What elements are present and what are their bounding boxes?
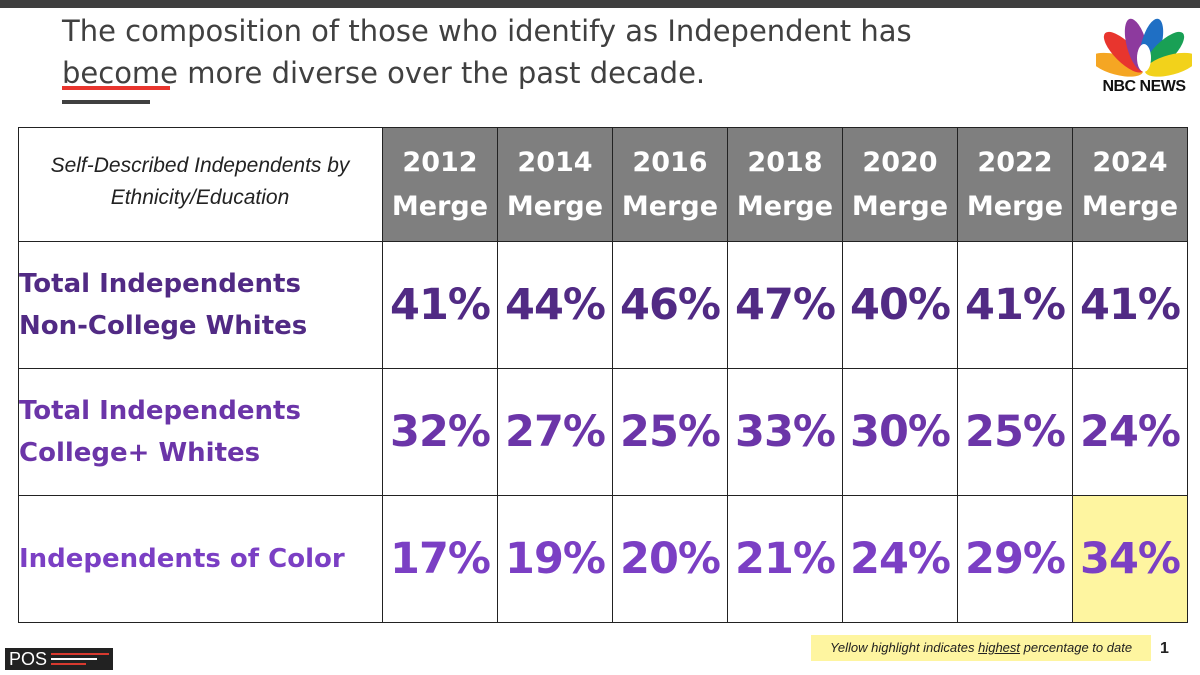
- row-label-line: College+ Whites: [19, 438, 261, 468]
- logo-text: NBC NEWS: [1102, 78, 1186, 95]
- title-underline-red: [62, 86, 170, 90]
- column-suffix: Merge: [621, 190, 719, 222]
- column-suffix: Merge: [966, 190, 1064, 222]
- highlighted-value-cell: 34%: [1072, 495, 1188, 623]
- value-cell: 24%: [842, 495, 958, 623]
- column-year: 2022: [977, 146, 1053, 178]
- title-underline-dark: [62, 100, 150, 104]
- value-cell: 25%: [957, 368, 1073, 496]
- pos-logo-lines: [51, 653, 109, 667]
- column-header: 2016 Merge: [612, 127, 728, 242]
- header-row: 2012 Merge 2014 Merge 2016 Merge 2018 Merge …: [18, 127, 1188, 242]
- column-suffix: Merge: [391, 190, 489, 222]
- column-year: 2016: [632, 146, 708, 178]
- column-header: 2012 Merge: [382, 127, 498, 242]
- table-row: Independents of Color 17% 19% 20% 21% 24…: [18, 495, 1188, 623]
- column-header: 2024 Merge: [1072, 127, 1188, 242]
- column-header: 2018 Merge: [727, 127, 843, 242]
- column-suffix: Merge: [736, 190, 834, 222]
- value-cell: 40%: [842, 241, 958, 369]
- value-cell: 44%: [497, 241, 613, 369]
- column-year: 2020: [862, 146, 938, 178]
- page-number: 1: [1160, 640, 1169, 657]
- note-text-end: percentage to date: [1020, 640, 1133, 655]
- table-row: Total Independents Non-College Whites 41%…: [18, 241, 1188, 369]
- corner-cell: [18, 127, 383, 242]
- column-header: 2020 Merge: [842, 127, 958, 242]
- value-cell: 25%: [612, 368, 728, 496]
- column-suffix: Merge: [851, 190, 949, 222]
- value-cell: 32%: [382, 368, 498, 496]
- value-cell: 19%: [497, 495, 613, 623]
- value-cell: 41%: [1072, 241, 1188, 369]
- title-line-2: become more diverse over the past decade…: [62, 56, 706, 90]
- highlight-note: Yellow highlight indicates highest perce…: [811, 635, 1151, 661]
- column-header: 2014 Merge: [497, 127, 613, 242]
- peacock-icon: [1096, 18, 1192, 77]
- column-year: 2014: [517, 146, 593, 178]
- value-cell: 41%: [382, 241, 498, 369]
- data-table: 2012 Merge 2014 Merge 2016 Merge 2018 Merge …: [18, 127, 1188, 623]
- value-cell: 27%: [497, 368, 613, 496]
- title-line-1: The composition of those who identify as…: [62, 14, 912, 48]
- table-row: Total Independents College+ Whites 32% 27…: [18, 368, 1188, 496]
- row-label-line: Total Independents: [19, 269, 301, 299]
- row-label-line: Non-College Whites: [19, 311, 308, 341]
- value-cell: 20%: [612, 495, 728, 623]
- value-cell: 41%: [957, 241, 1073, 369]
- row-label: Independents of Color: [18, 495, 383, 623]
- value-cell: 30%: [842, 368, 958, 496]
- column-year: 2024: [1092, 146, 1168, 178]
- pos-logo: POS: [5, 648, 113, 670]
- row-label-line: Total Independents: [19, 396, 301, 426]
- value-cell: 47%: [727, 241, 843, 369]
- row-label: Total Independents College+ Whites: [18, 368, 383, 496]
- value-cell: 24%: [1072, 368, 1188, 496]
- value-cell: 17%: [382, 495, 498, 623]
- note-text-emphasis: highest: [978, 640, 1021, 655]
- nbc-news-logo: NBC NEWS: [1096, 12, 1192, 96]
- column-year: 2018: [747, 146, 823, 178]
- column-year: 2012: [402, 146, 478, 178]
- row-label: Total Independents Non-College Whites: [18, 241, 383, 369]
- column-header: 2022 Merge: [957, 127, 1073, 242]
- value-cell: 33%: [727, 368, 843, 496]
- note-text-start: Yellow highlight indicates: [829, 640, 979, 655]
- column-suffix: Merge: [1081, 190, 1179, 222]
- page-title: The composition of those who identify as…: [62, 10, 962, 94]
- pos-logo-text: POS: [9, 649, 48, 669]
- row-label-line: Independents of Color: [19, 544, 345, 574]
- value-cell: 21%: [727, 495, 843, 623]
- top-bar: [0, 0, 1200, 8]
- value-cell: 46%: [612, 241, 728, 369]
- value-cell: 29%: [957, 495, 1073, 623]
- column-suffix: Merge: [506, 190, 604, 222]
